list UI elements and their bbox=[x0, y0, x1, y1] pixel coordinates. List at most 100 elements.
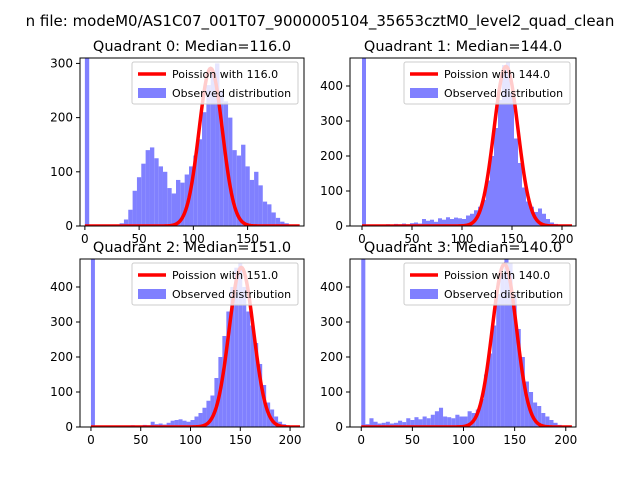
histogram-bar bbox=[518, 163, 522, 226]
histogram-bar bbox=[455, 414, 460, 427]
histogram-bar bbox=[402, 422, 407, 427]
histogram-bar bbox=[410, 420, 415, 427]
histogram-bar bbox=[466, 215, 470, 226]
histogram-bar bbox=[198, 413, 203, 427]
histogram-bar bbox=[190, 420, 195, 427]
y-tick-label: 400 bbox=[320, 280, 343, 294]
histogram-bar bbox=[254, 343, 259, 427]
chart-title: Quadrant 0: Median=116.0 bbox=[93, 39, 291, 55]
histogram-bar bbox=[483, 374, 489, 427]
legend-hist-label: Observed distribution bbox=[444, 87, 563, 100]
histogram-bar bbox=[522, 187, 526, 226]
histogram-bar bbox=[463, 416, 468, 427]
legend-poisson-label: Poission with 151.0 bbox=[172, 269, 278, 282]
histogram-bar bbox=[189, 166, 194, 226]
histogram-bar bbox=[210, 71, 216, 226]
legend-box bbox=[403, 61, 571, 105]
histogram-bar bbox=[434, 221, 438, 226]
legend-hist-swatch bbox=[410, 88, 438, 98]
figure-suptitle: n file: modeM0/AS1C07_001T07_9000005104_… bbox=[26, 12, 615, 31]
histogram-bar bbox=[178, 419, 183, 427]
poisson-curve bbox=[360, 262, 573, 427]
y-tick-label: 0 bbox=[65, 420, 73, 434]
histogram-bar bbox=[467, 411, 472, 427]
histogram-bar bbox=[496, 294, 501, 427]
histogram-bar bbox=[458, 218, 462, 226]
x-tick-label: 100 bbox=[452, 433, 475, 447]
histogram-bar bbox=[274, 416, 279, 427]
x-tick-label: 50 bbox=[133, 433, 148, 447]
histogram-bar bbox=[438, 218, 442, 226]
y-tick-label: 100 bbox=[320, 184, 343, 198]
histogram-bar bbox=[422, 219, 426, 226]
histogram-bar bbox=[418, 419, 423, 427]
histogram-bar bbox=[546, 219, 550, 226]
histogram-bar bbox=[254, 171, 259, 226]
x-tick-label: 150 bbox=[503, 433, 526, 447]
histogram-bar bbox=[166, 422, 171, 427]
legend-hist-label: Observed distribution bbox=[444, 288, 563, 301]
chart-title: Quadrant 1: Median=144.0 bbox=[364, 39, 562, 55]
x-tick-label: 100 bbox=[451, 232, 474, 246]
histogram-bar bbox=[186, 421, 191, 427]
y-tick-label: 300 bbox=[50, 315, 73, 329]
legend: Poission with 140.0 Observed distribution bbox=[403, 262, 571, 306]
histogram-bar bbox=[488, 353, 493, 427]
histogram-bar bbox=[446, 217, 450, 226]
histogram-bar bbox=[520, 357, 525, 427]
histogram-bar bbox=[516, 329, 521, 427]
histogram-bar bbox=[249, 179, 255, 226]
x-tick-label: 0 bbox=[357, 433, 365, 447]
histogram-bar bbox=[482, 199, 486, 226]
histogram-bar bbox=[438, 407, 444, 427]
histogram-bar bbox=[486, 180, 490, 226]
histogram-bar bbox=[238, 262, 243, 427]
legend-poisson-label: Poission with 140.0 bbox=[444, 269, 550, 282]
histogram-bar bbox=[90, 259, 95, 427]
histogram-bar bbox=[145, 150, 150, 226]
plot-area bbox=[360, 259, 573, 427]
chart-title: Quadrant 2: Median=151.0 bbox=[93, 240, 291, 256]
y-tick-label: 200 bbox=[320, 350, 343, 364]
y-tick-label: 200 bbox=[320, 149, 343, 163]
histogram-bar bbox=[451, 418, 456, 427]
histogram-bar bbox=[167, 188, 172, 226]
legend: Poission with 116.0 Observed distribution bbox=[131, 61, 299, 105]
histogram-bar bbox=[450, 219, 454, 226]
histogram-bar bbox=[136, 177, 142, 226]
histogram-bar bbox=[442, 219, 446, 226]
histogram-bar bbox=[180, 182, 185, 226]
legend-poisson-label: Poission with 144.0 bbox=[444, 68, 550, 81]
x-tick-label: 100 bbox=[179, 433, 202, 447]
histogram-bar bbox=[362, 58, 366, 226]
x-tick-label: 150 bbox=[501, 232, 524, 246]
histogram-bar bbox=[430, 219, 434, 226]
histogram-bar bbox=[246, 311, 251, 427]
histogram-bar bbox=[280, 221, 285, 226]
legend-hist-swatch bbox=[138, 289, 166, 299]
histogram-bar bbox=[206, 85, 211, 226]
y-tick-label: 0 bbox=[65, 219, 73, 233]
histogram-bar bbox=[245, 166, 250, 226]
y-tick-label: 300 bbox=[320, 315, 343, 329]
legend-hist-label: Observed distribution bbox=[172, 87, 291, 100]
histogram-bar bbox=[258, 185, 263, 226]
histogram-bar bbox=[210, 395, 215, 427]
legend-box bbox=[131, 61, 299, 105]
histogram-bar bbox=[149, 147, 155, 226]
histogram-bar bbox=[430, 414, 435, 427]
x-tick-label: 50 bbox=[405, 433, 420, 447]
histogram-bar bbox=[414, 417, 419, 427]
legend-box bbox=[403, 262, 571, 306]
histogram-bar bbox=[128, 209, 133, 226]
histogram-bar bbox=[542, 213, 546, 226]
histogram-bar bbox=[182, 420, 187, 427]
histogram-bar bbox=[454, 217, 458, 226]
histogram-bar bbox=[176, 179, 181, 226]
x-tick-label: 200 bbox=[279, 433, 302, 447]
chart-title: Quadrant 3: Median=140.0 bbox=[364, 240, 562, 256]
histogram-bar bbox=[526, 201, 530, 226]
histogram-bar bbox=[538, 208, 542, 226]
histogram-bar bbox=[502, 65, 506, 226]
